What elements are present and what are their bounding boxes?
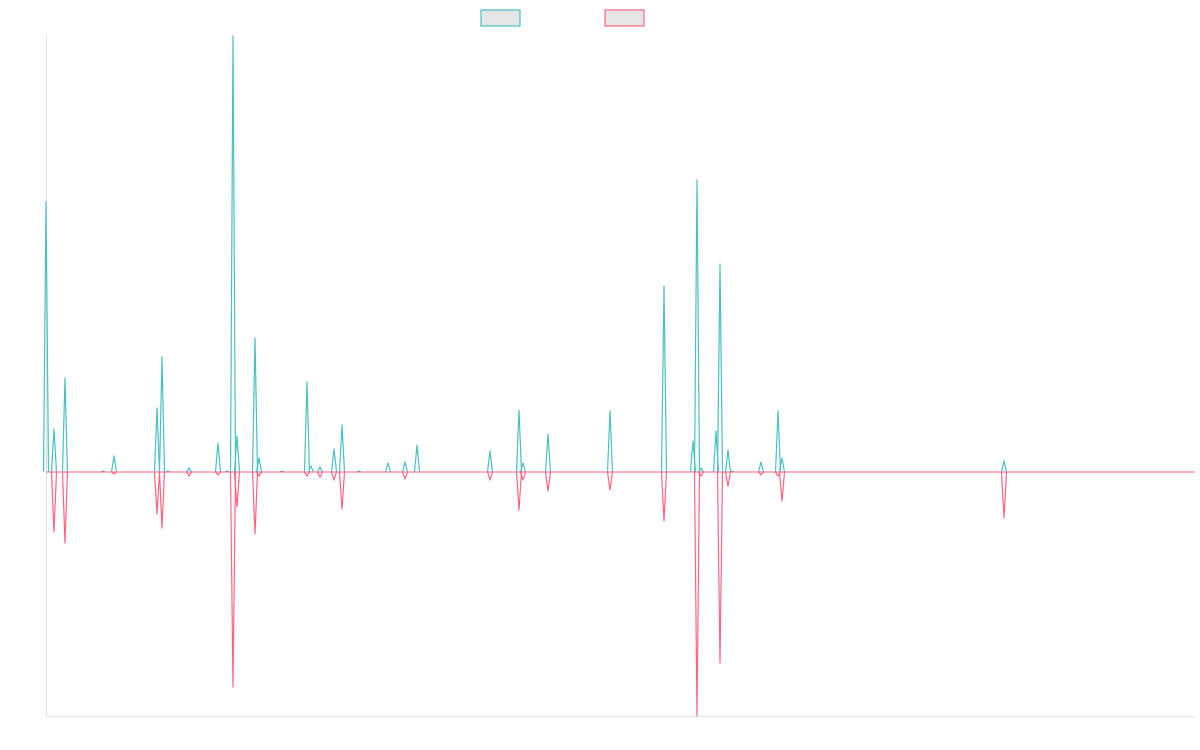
series-2-spike-21 [660, 471, 668, 522]
series-1-spike-16 [303, 381, 311, 473]
series-1-spike-36 [724, 449, 732, 473]
series-1-spike-0 [42, 201, 50, 473]
series-1-spike-4 [110, 455, 118, 473]
series-1-spike-24 [413, 444, 421, 473]
series-1-spike-11 [229, 35, 237, 473]
series-2-spike-0 [50, 471, 58, 533]
series-2-spike-3 [153, 471, 161, 515]
series-2-spike-23 [697, 471, 705, 477]
series-2-spike-12 [316, 471, 324, 478]
series-1-spike-30 [660, 285, 668, 473]
series-2-spike-19 [544, 471, 552, 492]
series-1-spike-35 [716, 263, 724, 473]
series-1-spike-14 [255, 457, 263, 473]
series-1-spike-39 [774, 410, 782, 473]
series-1-spike-41 [1000, 460, 1008, 473]
series-layer [42, 35, 1195, 717]
series-1-spike-25 [486, 450, 494, 473]
series-1-spike-32 [693, 179, 701, 473]
legend-swatch-series-2[interactable] [604, 9, 645, 27]
series-1-spike-19 [330, 448, 338, 473]
series-2-spike-8 [233, 471, 241, 508]
series-1-spike-38 [757, 461, 765, 473]
series-2-spike-24 [716, 471, 724, 664]
legend-swatch-series-1[interactable] [480, 9, 521, 27]
series-1-spike-17 [307, 465, 315, 473]
series-2-spike-2 [111, 471, 117, 475]
series-2-spike-5 [185, 471, 193, 477]
series-1-spike-20 [338, 424, 346, 473]
series-1-spike-40 [778, 457, 786, 473]
series-2-spike-15 [401, 471, 409, 480]
series-2-spike-26 [758, 471, 764, 476]
series-2-spike-4 [158, 471, 166, 529]
series-2-spike-20 [606, 471, 614, 491]
series-1-spike-26 [515, 409, 523, 473]
series-2-spike-10 [255, 471, 263, 477]
series-1 [42, 35, 1195, 473]
series-1-spike-28 [544, 433, 552, 473]
series-2-spike-17 [515, 471, 523, 511]
series-1-spike-5 [153, 407, 161, 473]
series-1-spike-23 [401, 461, 409, 473]
series-1-spike-1 [50, 428, 58, 473]
series-1-spike-27 [519, 462, 527, 473]
series-1-spike-8 [185, 467, 193, 473]
series-2-spike-9 [251, 471, 259, 535]
series-2-spike-28 [778, 471, 786, 502]
series-2-spike-22 [693, 471, 701, 717]
series-2-spike-16 [486, 471, 494, 481]
series-2-spike-18 [519, 471, 527, 481]
series-1-spike-18 [316, 466, 324, 473]
series-2-spike-1 [61, 471, 69, 544]
series-2-spike-7 [229, 471, 237, 688]
series-2 [46, 471, 1195, 717]
series-1-spike-2 [61, 377, 69, 473]
series-1-spike-22 [384, 462, 392, 473]
series-1-spike-12 [233, 435, 241, 473]
series-2-spike-6 [215, 471, 221, 476]
series-2-spike-11 [303, 471, 311, 477]
series-2-spike-25 [724, 471, 732, 487]
series-2-spike-13 [330, 471, 338, 481]
series-1-spike-13 [251, 337, 259, 473]
series-2-spike-29 [1000, 471, 1008, 519]
series-1-spike-9 [214, 442, 222, 473]
series-1-spike-33 [697, 467, 705, 473]
series-1-spike-29 [606, 410, 614, 473]
series-2-spike-14 [338, 471, 346, 510]
legend [480, 9, 645, 27]
series-1-spike-6 [158, 356, 166, 473]
